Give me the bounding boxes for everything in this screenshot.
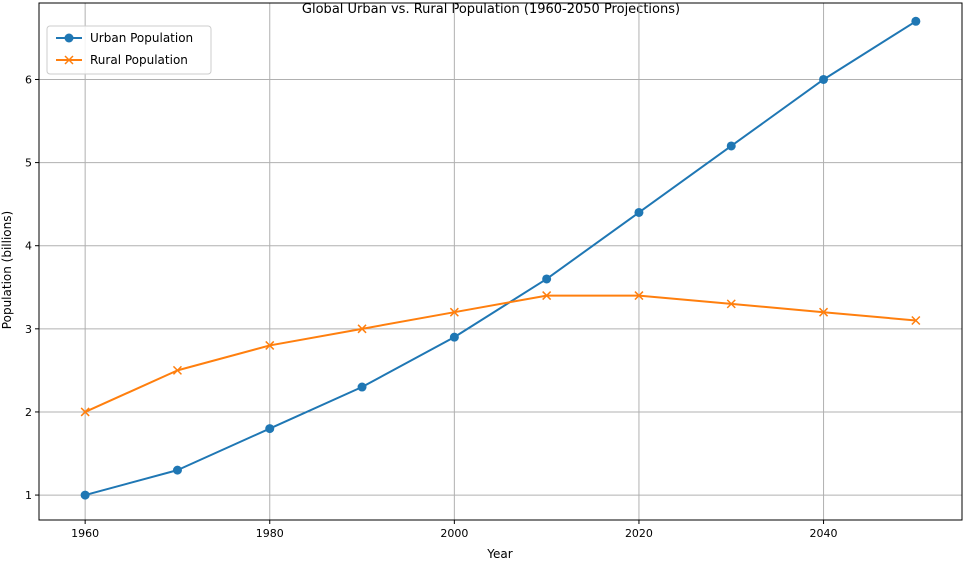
grid <box>39 3 962 520</box>
data-point <box>542 274 552 284</box>
data-point <box>449 332 459 342</box>
data-point <box>819 307 829 317</box>
series-line <box>84 294 916 413</box>
y-tick-label: 5 <box>25 157 32 170</box>
series-rural <box>80 291 921 417</box>
data-point <box>80 490 90 500</box>
data-point <box>80 407 90 417</box>
legend-label: Urban Population <box>90 31 193 45</box>
series-line <box>84 20 917 497</box>
y-tick-label: 4 <box>25 240 32 253</box>
data-point <box>265 340 275 350</box>
legend: Urban Population Rural Population <box>46 25 212 75</box>
data-point <box>172 465 182 475</box>
data-point <box>172 365 182 375</box>
legend-box <box>46 25 212 75</box>
legend-item: Rural Population <box>56 53 188 67</box>
x-tick-label: 2040 <box>810 527 838 540</box>
y-tick-label: 1 <box>25 489 32 502</box>
legend-marker <box>64 55 74 65</box>
legend-marker <box>64 33 74 43</box>
data-point <box>634 207 644 217</box>
x-tick-label: 1960 <box>71 527 99 540</box>
x-tick-label: 2000 <box>440 527 468 540</box>
x-tick-label: 1980 <box>256 527 284 540</box>
data-point <box>542 291 552 301</box>
axes: 1960 1980 2000 2020 2040 1 2 3 4 5 6 <box>25 73 838 540</box>
data-point <box>726 299 736 309</box>
data-point <box>357 324 367 334</box>
legend-label: Rural Population <box>90 53 188 67</box>
plot-frame <box>38 2 963 521</box>
data-point <box>357 382 367 392</box>
y-axis-title: Population (billions) <box>0 211 14 329</box>
chart-title: Global Urban vs. Rural Population (1960-… <box>302 2 680 17</box>
series-layer <box>80 16 921 500</box>
y-tick-label: 2 <box>25 406 32 419</box>
data-point <box>449 307 459 317</box>
data-point <box>911 16 921 26</box>
data-point <box>911 315 921 326</box>
y-tick-label: 6 <box>25 73 32 86</box>
data-point <box>819 74 829 84</box>
y-tick-label: 3 <box>25 323 32 336</box>
x-tick-label: 2020 <box>625 527 653 540</box>
series-urban <box>80 16 921 500</box>
x-axis-title: Year <box>486 547 512 561</box>
data-point <box>634 291 644 301</box>
legend-item: Urban Population <box>56 31 193 45</box>
data-point <box>265 424 275 434</box>
data-point <box>726 141 736 151</box>
